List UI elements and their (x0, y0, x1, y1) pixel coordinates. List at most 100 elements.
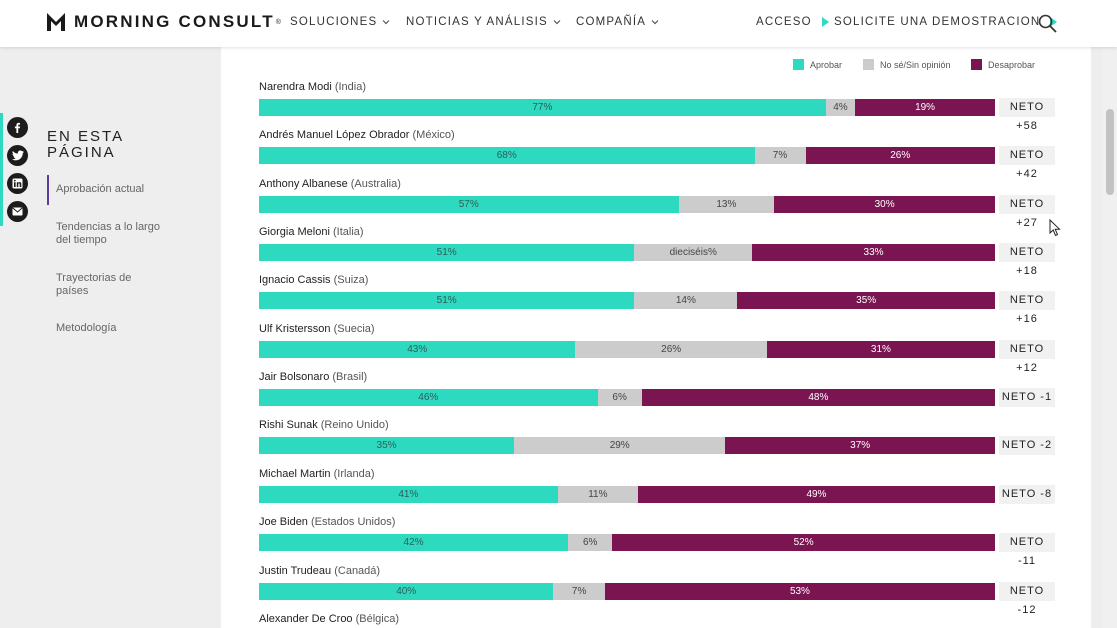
nav-soluciones[interactable]: SOLUCIONES (290, 16, 390, 28)
leader-country: (Estados Unidos) (311, 516, 396, 528)
leader-name: Narendra Modi (India) (259, 81, 366, 93)
nav-noticias[interactable]: NOTICIAS Y ANÁLISIS (406, 16, 561, 28)
unsure-segment: 7% (553, 583, 605, 600)
unsure-segment: 29% (514, 437, 726, 454)
disapprove-segment: 35% (737, 292, 995, 309)
toc-item-trayectorias[interactable]: Trayectorias de países (56, 272, 132, 297)
unsure-segment: 7% (754, 147, 806, 164)
leader-name-text: Andrés Manuel López Obrador (259, 129, 410, 141)
unsure-segment: 4% (825, 99, 856, 116)
leader-name-text: Ignacio Cassis (259, 274, 331, 286)
disapprove-segment: 33% (752, 244, 995, 261)
net-score-label: NETO (999, 533, 1055, 552)
net-score-value: +27 (1016, 217, 1038, 229)
facebook-share-button[interactable] (7, 117, 28, 138)
net-score-label: NETO (999, 582, 1055, 601)
disapprove-segment: 37% (725, 437, 995, 454)
search-icon[interactable] (1038, 14, 1057, 33)
leader-country: (México) (412, 129, 455, 141)
approve-segment: 40% (259, 583, 554, 600)
approval-bar: 46% 6% 48% (259, 389, 995, 406)
approve-segment: 68% (259, 147, 755, 164)
email-icon (12, 207, 23, 216)
net-score: NETO +12 (999, 340, 1055, 378)
legend-label: Aprobar (810, 59, 843, 70)
logo[interactable]: MORNING CONSULT ® (46, 11, 281, 33)
toc-item-tendencias[interactable]: Tendencias a lo largo del tiempo (56, 221, 160, 246)
social-accent-strip (0, 113, 3, 226)
toc-active-indicator (47, 175, 49, 205)
leader-name-text: Michael Martin (259, 468, 331, 480)
chevron-down-icon (553, 20, 561, 25)
net-score: NETO -1 (999, 388, 1055, 407)
leader-country: (India) (334, 81, 367, 93)
legend-swatch-unsure (863, 59, 874, 70)
approval-bar: 68% 7% 26% (259, 147, 995, 164)
net-score-label: NETO -1 (999, 388, 1055, 407)
social-share-bar (7, 117, 29, 229)
approve-segment: 43% (259, 341, 576, 358)
net-score-label: NETO (999, 146, 1055, 165)
approval-bar: 77% 4% 19% (259, 99, 995, 116)
linkedin-icon (12, 178, 23, 189)
net-score: NETO +16 (999, 291, 1055, 329)
leader-name-text: Jair Bolsonaro (259, 371, 330, 383)
approval-bar: 42% 6% 52% (259, 534, 995, 551)
email-share-button[interactable] (7, 201, 28, 222)
logo-text: MORNING CONSULT (74, 12, 275, 31)
net-score-label: NETO (999, 98, 1055, 117)
logo-trademark: ® (275, 18, 281, 26)
twitter-share-button[interactable] (7, 145, 28, 166)
site-header: MORNING CONSULT ® SOLUCIONES NOTICIAS Y A… (0, 0, 1117, 47)
approval-bar: 57% 13% 30% (259, 196, 995, 213)
disapprove-segment: 31% (766, 341, 995, 358)
linkedin-share-button[interactable] (7, 173, 28, 194)
nav-compania[interactable]: COMPAÑÍA (576, 16, 659, 28)
legend-swatch-disapprove (971, 59, 982, 70)
page-scrollbar[interactable] (1103, 47, 1117, 628)
leader-name: Alexander De Croo (Bélgica) (259, 613, 399, 625)
toc-item-aprobacion[interactable]: Aprobación actual (56, 183, 145, 195)
mouse-cursor-icon (1049, 219, 1061, 237)
net-score-label: NETO -2 (999, 436, 1055, 455)
approve-segment: 57% (259, 196, 679, 213)
twitter-icon (11, 150, 24, 161)
net-score-value: +42 (1016, 168, 1038, 180)
leader-country: (Reino Unido) (320, 419, 389, 431)
net-score-label: NETO (999, 340, 1055, 359)
net-score-label: NETO (999, 291, 1055, 310)
toc-item-metodologia[interactable]: Metodología (56, 322, 117, 334)
unsure-segment: 13% (678, 196, 775, 213)
demo-label: SOLICITE UNA DEMOSTRACION (834, 16, 1041, 28)
arrow-right-icon (1050, 17, 1058, 27)
demo-link[interactable]: SOLICITE UNA DEMOSTRACION (834, 16, 1058, 28)
net-score-value: -12 (1017, 604, 1037, 616)
unsure-segment: 14% (634, 292, 738, 309)
legend-approve: Aprobar (793, 59, 842, 70)
leader-name: Ulf Kristersson (Suecia) (259, 323, 375, 335)
approve-segment: 51% (259, 292, 635, 309)
leader-country: (Brasil) (332, 371, 368, 383)
approval-bar: 41% 11% 49% (259, 486, 995, 503)
leader-country: (Suiza) (333, 274, 369, 286)
disapprove-segment: 26% (805, 147, 995, 164)
net-score-label: NETO (999, 243, 1055, 262)
approve-segment: 51% (259, 244, 635, 261)
leader-name-text: Giorgia Meloni (259, 226, 330, 238)
net-score-value: +16 (1016, 313, 1038, 325)
nav-label: COMPAÑÍA (576, 16, 647, 28)
scrollbar-thumb[interactable] (1106, 109, 1114, 195)
net-score-value: +58 (1016, 120, 1038, 132)
approve-segment: 46% (259, 389, 598, 406)
chevron-down-icon (651, 20, 659, 25)
login-link[interactable]: ACCESO (756, 16, 829, 28)
disapprove-segment: 53% (604, 583, 995, 600)
leader-name: Jair Bolsonaro (Brasil) (259, 371, 367, 383)
net-score: NETO -2 (999, 436, 1055, 455)
disapprove-segment: 52% (612, 534, 995, 551)
disapprove-segment: 19% (855, 99, 995, 116)
leader-country: (Suecia) (333, 323, 375, 335)
leader-name-text: Justin Trudeau (259, 565, 332, 577)
net-score-label: NETO -8 (999, 485, 1055, 504)
net-score-value: +18 (1016, 265, 1038, 277)
